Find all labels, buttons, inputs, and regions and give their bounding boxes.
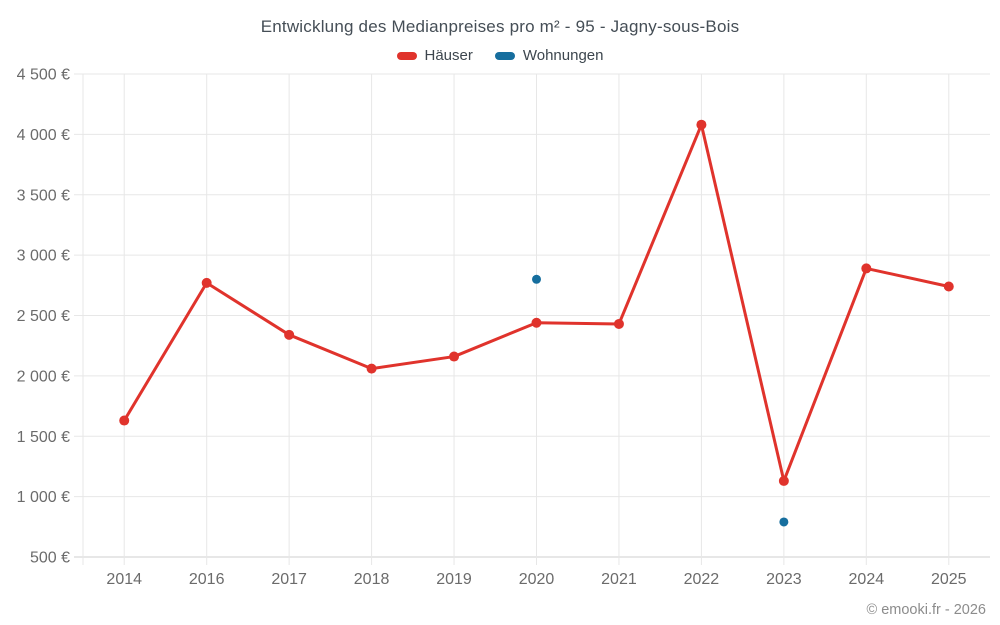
x-axis-label-2017: 2017 xyxy=(271,571,307,588)
legend-swatch-wohnungen xyxy=(494,51,515,60)
x-axis-label-2020: 2020 xyxy=(519,571,555,588)
y-axis-label-2000: 2 000 € xyxy=(17,368,70,385)
x-axis-label-2025: 2025 xyxy=(931,571,967,588)
data-point-Häuser-2014[interactable] xyxy=(119,415,130,426)
x-axis-label-2018: 2018 xyxy=(354,571,390,588)
data-point-Wohnungen-2023[interactable] xyxy=(779,517,789,527)
legend-label-haeuser: Häuser xyxy=(424,47,473,64)
data-point-Häuser-2023[interactable] xyxy=(778,475,789,486)
y-axis-label-1000: 1 000 € xyxy=(17,489,70,506)
data-point-Wohnungen-2020[interactable] xyxy=(532,274,541,284)
y-axis-label-3000: 3 000 € xyxy=(17,248,70,265)
legend-item-wohnungen[interactable]: Wohnungen xyxy=(494,47,604,64)
x-axis-label-2022: 2022 xyxy=(684,571,720,588)
legend-label-wohnungen: Wohnungen xyxy=(522,47,604,64)
y-axis-label-1500: 1 500 € xyxy=(17,429,70,446)
chart-title: Entwicklung des Medianpreises pro m² - 9… xyxy=(260,17,740,36)
y-axis-label-500: 500 € xyxy=(30,550,70,567)
copyright-notice: © emooki.fr - 2026 xyxy=(866,602,986,618)
data-point-Häuser-2018[interactable] xyxy=(366,363,377,374)
legend-swatch-haeuser xyxy=(396,51,417,60)
legend: Häuser Wohnungen xyxy=(0,47,1000,64)
x-axis-label-2023: 2023 xyxy=(766,571,802,588)
legend-item-haeuser[interactable]: Häuser xyxy=(396,47,473,64)
data-point-Häuser-2017[interactable] xyxy=(284,329,295,340)
x-axis-label-2024: 2024 xyxy=(849,571,885,588)
y-axis-label-3500: 3 500 € xyxy=(17,187,70,204)
x-axis-label-2021: 2021 xyxy=(601,571,637,588)
y-axis-label-4000: 4 000 € xyxy=(17,127,70,144)
x-axis-label-2019: 2019 xyxy=(436,571,472,588)
x-axis-label-2014: 2014 xyxy=(106,571,142,588)
data-point-Häuser-2016[interactable] xyxy=(201,277,212,288)
data-point-Häuser-2022[interactable] xyxy=(696,119,707,130)
data-point-Häuser-2019[interactable] xyxy=(449,351,460,362)
y-axis-label-2500: 2 500 € xyxy=(17,308,70,325)
data-point-Häuser-2025[interactable] xyxy=(943,281,954,292)
x-axis-label-2016: 2016 xyxy=(189,571,225,588)
data-point-Häuser-2021[interactable] xyxy=(613,318,624,329)
data-point-Häuser-2020[interactable] xyxy=(531,317,542,328)
y-axis-label-4500: 4 500 € xyxy=(17,67,70,84)
data-point-Häuser-2024[interactable] xyxy=(861,263,872,274)
